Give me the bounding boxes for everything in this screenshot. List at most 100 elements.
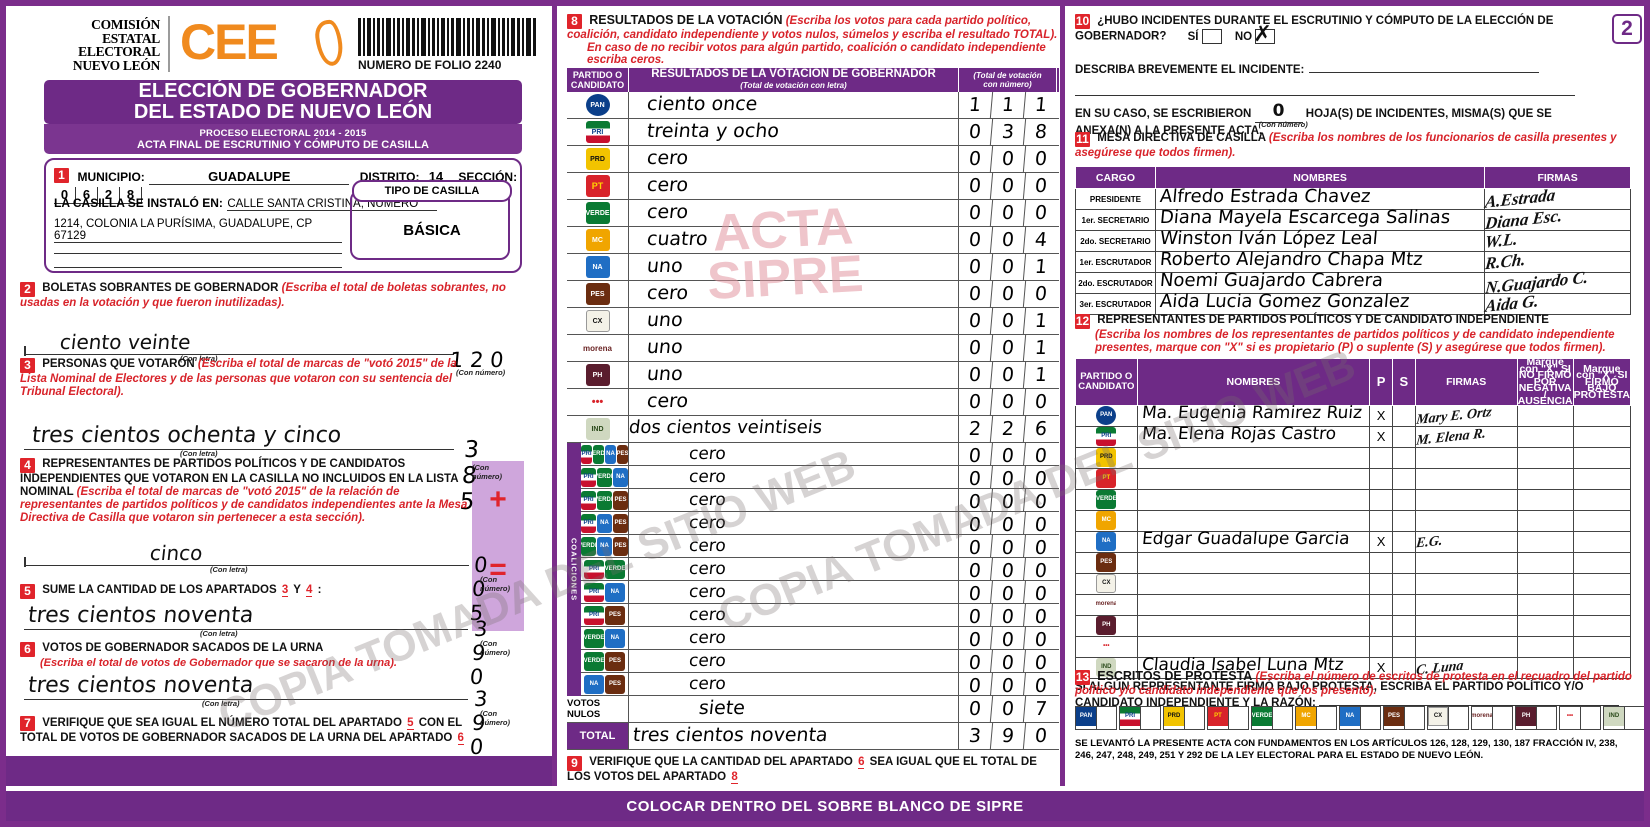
votes-num-d3[interactable]: 6 xyxy=(1033,418,1049,440)
rep-protesta[interactable] xyxy=(1572,404,1632,427)
protest-box[interactable]: PES xyxy=(1383,706,1425,730)
seccion-digit-1[interactable]: 0 xyxy=(54,187,76,204)
coalition-letra-cell[interactable]: cero xyxy=(629,443,959,465)
coalition-letra-value[interactable]: cero xyxy=(687,444,727,464)
coalition-num-d1[interactable]: 0 xyxy=(958,581,993,605)
coalition-num-d1[interactable]: 0 xyxy=(958,443,993,467)
rep-protesta[interactable] xyxy=(1572,614,1632,637)
mesa-firma[interactable]: Diana Esc. xyxy=(1484,206,1631,233)
votes-num-d1[interactable]: 0 xyxy=(957,335,994,361)
protest-count-input[interactable] xyxy=(1272,707,1292,729)
rep-protesta[interactable] xyxy=(1572,446,1632,469)
seccion-digit-3[interactable]: 2 xyxy=(98,187,120,204)
votes-num-d3[interactable]: 0 xyxy=(1033,175,1049,197)
protest-count-input[interactable] xyxy=(1228,707,1248,729)
rep-protesta[interactable] xyxy=(1572,635,1632,658)
coalition-letra-cell[interactable]: cero xyxy=(629,581,959,603)
votes-num-d2[interactable]: 0 xyxy=(990,389,1027,415)
votes-num-d1[interactable]: 1 xyxy=(957,92,994,118)
protest-count-input[interactable] xyxy=(1536,707,1556,729)
coalition-letra-cell[interactable]: cero xyxy=(629,466,959,488)
coalition-letra-cell[interactable]: cero xyxy=(629,650,959,672)
rep-propietario[interactable] xyxy=(1369,572,1393,595)
votes-letra-cell[interactable]: cuatro xyxy=(629,227,959,253)
coalition-letra-cell[interactable]: cero xyxy=(629,604,959,626)
rep-no-firmo[interactable] xyxy=(1516,614,1574,637)
mesa-nombre-value[interactable]: Noemi Guajardo Cabrera xyxy=(1159,270,1384,291)
rep-protesta[interactable] xyxy=(1572,488,1632,511)
protest-count-input[interactable] xyxy=(1360,707,1380,729)
votes-letra-cell[interactable]: cero xyxy=(629,146,959,172)
rep-firma[interactable] xyxy=(1414,488,1518,511)
rep-firma[interactable] xyxy=(1414,614,1518,637)
rep-nombre[interactable] xyxy=(1136,488,1371,511)
rep-protesta[interactable] xyxy=(1572,467,1632,490)
votes-num-d1[interactable]: 2 xyxy=(957,416,994,442)
section-5-value-letra[interactable]: tres cientos noventa xyxy=(26,603,255,628)
rep-nombre[interactable] xyxy=(1136,509,1371,532)
votes-num-d2[interactable]: 3 xyxy=(990,119,1027,145)
mesa-nombre-value[interactable]: Roberto Alejandro Chapa Mtz xyxy=(1159,249,1424,270)
rep-firma[interactable] xyxy=(1414,509,1518,532)
votes-letra-value[interactable]: uno xyxy=(645,255,684,277)
rep-protesta[interactable] xyxy=(1572,509,1632,532)
coalition-num-d3[interactable]: 0 xyxy=(1033,560,1048,582)
coalition-num-d2[interactable]: 0 xyxy=(991,604,1026,628)
votes-num-d1[interactable]: 0 xyxy=(957,308,994,334)
coalition-letra-value[interactable]: cero xyxy=(687,467,727,487)
protest-value[interactable] xyxy=(1319,694,1620,706)
coalition-num-d2[interactable]: 0 xyxy=(991,535,1026,559)
votes-num-d2[interactable]: 0 xyxy=(990,254,1027,280)
rep-no-firmo[interactable] xyxy=(1516,530,1574,553)
seccion-digit-2[interactable]: 6 xyxy=(76,187,98,204)
votes-letra-cell[interactable]: cero xyxy=(629,281,959,307)
coalition-num-d2[interactable]: 0 xyxy=(991,466,1026,490)
rep-nombre[interactable]: Claudia Isabel Luna Mtz xyxy=(1136,655,1371,679)
votes-letra-cell[interactable]: cero xyxy=(629,173,959,199)
mesa-firma[interactable]: W.L. xyxy=(1484,229,1631,252)
votes-num-d3[interactable]: 4 xyxy=(1033,229,1049,251)
nulos-d3[interactable]: 7 xyxy=(1033,698,1049,720)
votes-num-d1[interactable]: 0 xyxy=(957,389,994,415)
section-3-value-letra[interactable]: tres cientos ochenta y cinco xyxy=(30,423,343,448)
rep-nombre[interactable] xyxy=(1136,635,1371,658)
coalition-num-d3[interactable]: 0 xyxy=(1033,491,1048,513)
votes-num-d3[interactable]: 0 xyxy=(1033,148,1049,170)
votes-num-d3[interactable]: 1 xyxy=(1033,310,1049,332)
votes-letra-cell[interactable]: uno xyxy=(629,254,959,280)
municipio-value[interactable]: GUADALUPE xyxy=(149,169,350,185)
rep-suplente[interactable] xyxy=(1391,530,1416,553)
coalition-num-d1[interactable]: 0 xyxy=(958,535,993,559)
votes-num-d2[interactable]: 1 xyxy=(990,92,1027,118)
votes-num-d1[interactable]: 0 xyxy=(957,119,994,145)
rep-nombre[interactable] xyxy=(1136,467,1371,490)
coalition-letra-value[interactable]: cero xyxy=(687,674,727,694)
votes-num-d2[interactable]: 0 xyxy=(990,173,1027,199)
section-4-value-letra[interactable]: cinco xyxy=(148,541,204,565)
rep-no-firmo[interactable] xyxy=(1516,446,1574,469)
votes-letra-value[interactable]: cero xyxy=(645,390,690,412)
rep-nombre[interactable] xyxy=(1136,446,1371,469)
section-2-value-letra[interactable]: ciento veinte xyxy=(58,330,192,354)
protest-box[interactable]: VERDE xyxy=(1251,706,1293,730)
total-letra[interactable]: tres cientos noventa xyxy=(631,724,829,746)
s5-d1[interactable]: 3 xyxy=(473,617,489,641)
rep-no-firmo[interactable] xyxy=(1516,551,1574,574)
direccion-line-3[interactable] xyxy=(54,240,342,254)
votes-num-d1[interactable]: 0 xyxy=(957,281,994,307)
coalition-letra-cell[interactable]: cero xyxy=(629,558,959,580)
votes-num-d2[interactable]: 0 xyxy=(990,227,1027,253)
protest-count-input[interactable] xyxy=(1404,707,1424,729)
votes-num-d3[interactable]: 8 xyxy=(1033,121,1049,143)
coalition-num-d3[interactable]: 0 xyxy=(1033,652,1048,674)
coalition-num-d1[interactable]: 0 xyxy=(958,604,993,628)
rep-suplente[interactable] xyxy=(1391,635,1416,658)
section-6-value-letra[interactable]: tres cientos noventa xyxy=(26,673,255,698)
rep-propietario[interactable] xyxy=(1369,614,1393,637)
